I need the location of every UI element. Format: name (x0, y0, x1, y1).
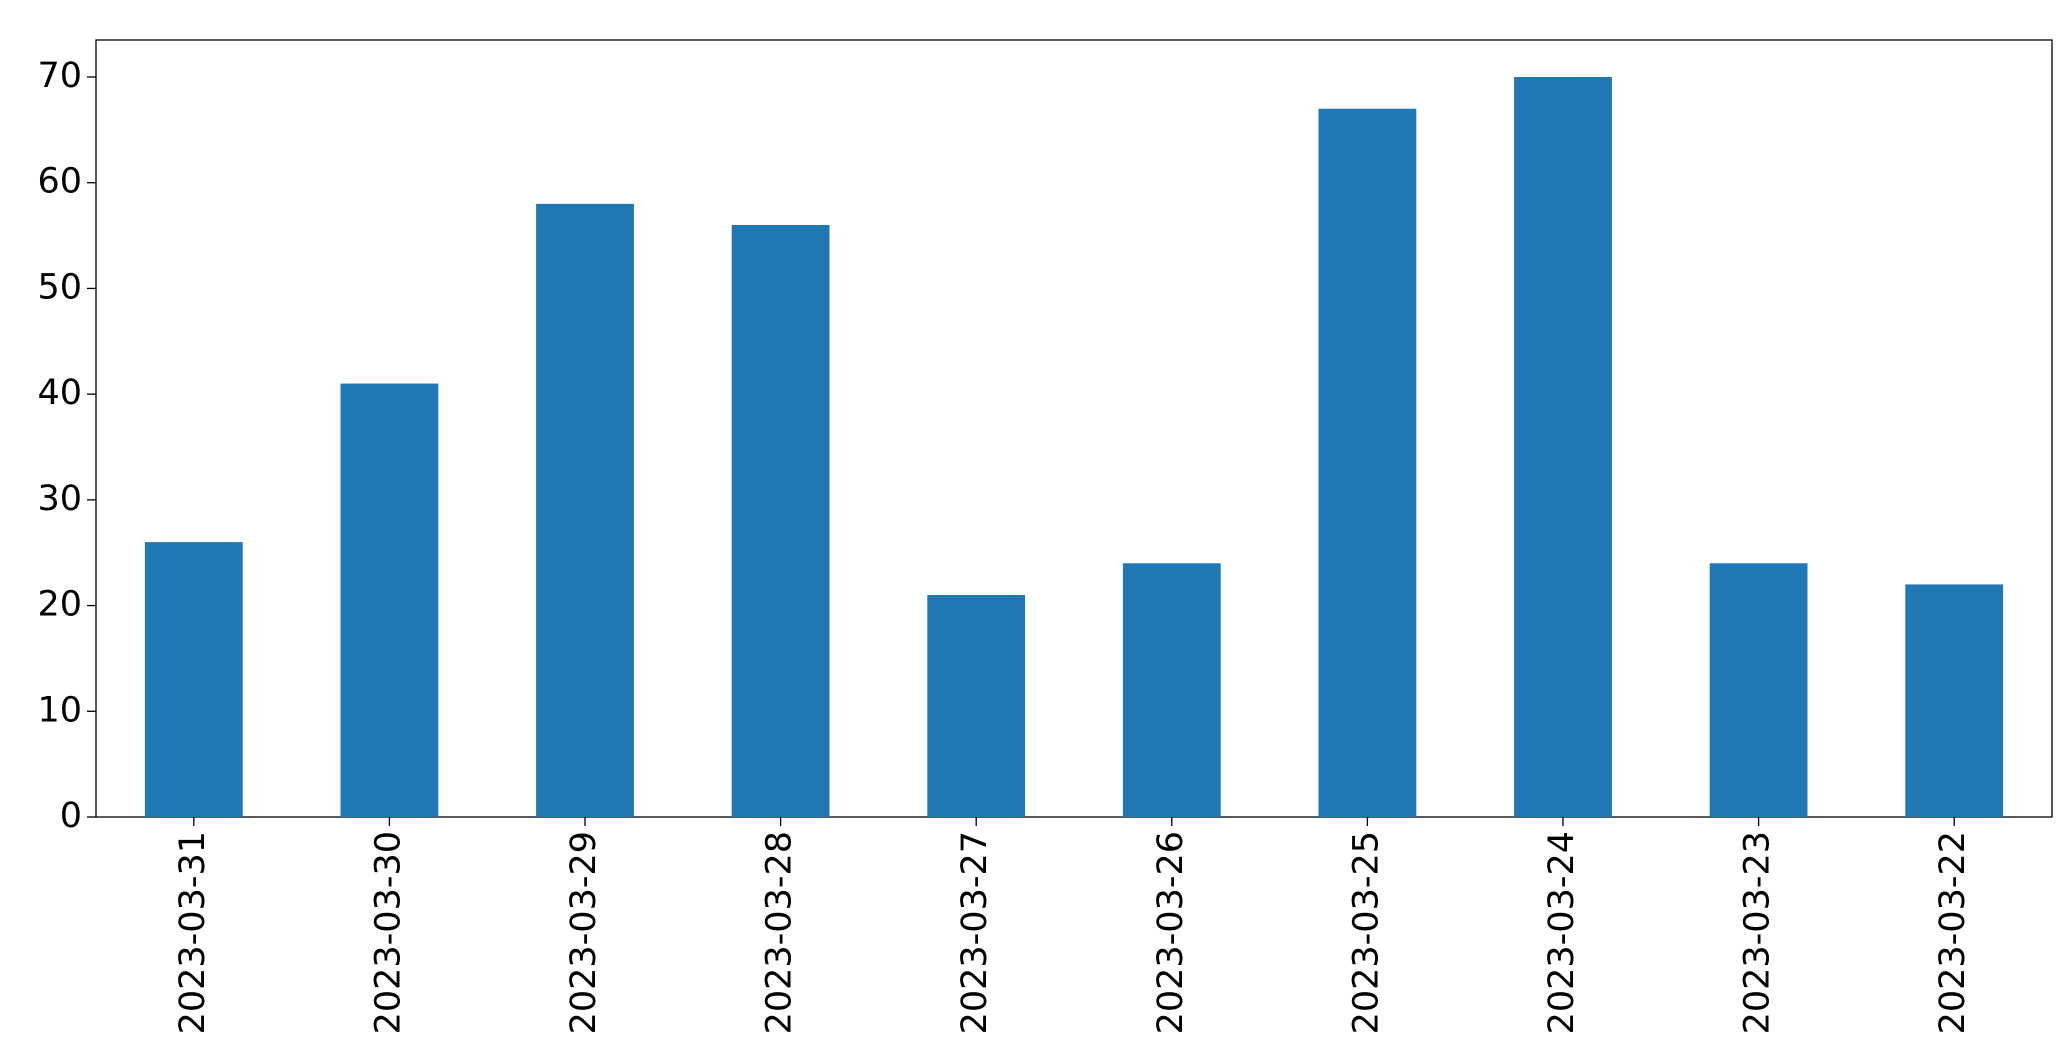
y-tick-label: 0 (60, 796, 82, 836)
bar (1122, 563, 1221, 817)
x-tick-label: 2023-03-25 (1346, 831, 1386, 1034)
bar (731, 225, 830, 817)
x-tick-label: 2023-03-28 (760, 831, 800, 1034)
x-tick-label: 2023-03-29 (564, 831, 604, 1034)
y-tick-label: 10 (37, 690, 82, 730)
x-tick-label: 2023-03-26 (1151, 831, 1191, 1034)
plot-frame (95, 39, 2053, 818)
x-tick-label: 2023-03-22 (1933, 831, 1973, 1034)
y-tick-label: 30 (37, 479, 82, 519)
y-tick-label: 50 (37, 267, 82, 307)
bar (536, 203, 634, 817)
x-tick-label: 2023-03-23 (1738, 831, 1778, 1034)
y-tick-label: 70 (37, 56, 82, 96)
x-tick-label: 2023-03-31 (173, 831, 213, 1034)
x-tick-label: 2023-03-30 (368, 831, 408, 1034)
y-tick-label: 20 (37, 585, 82, 625)
y-tick-label: 40 (37, 373, 82, 413)
x-tick-label: 2023-03-24 (1542, 831, 1582, 1034)
x-tick-label: 2023-03-27 (955, 831, 995, 1034)
bar (1709, 563, 1808, 817)
bar (927, 595, 1026, 817)
bar (1514, 77, 1612, 817)
bar (144, 542, 243, 817)
y-tick-label: 60 (37, 162, 82, 202)
bar (340, 383, 439, 817)
bar (1905, 584, 2004, 817)
bar (1318, 108, 1417, 817)
